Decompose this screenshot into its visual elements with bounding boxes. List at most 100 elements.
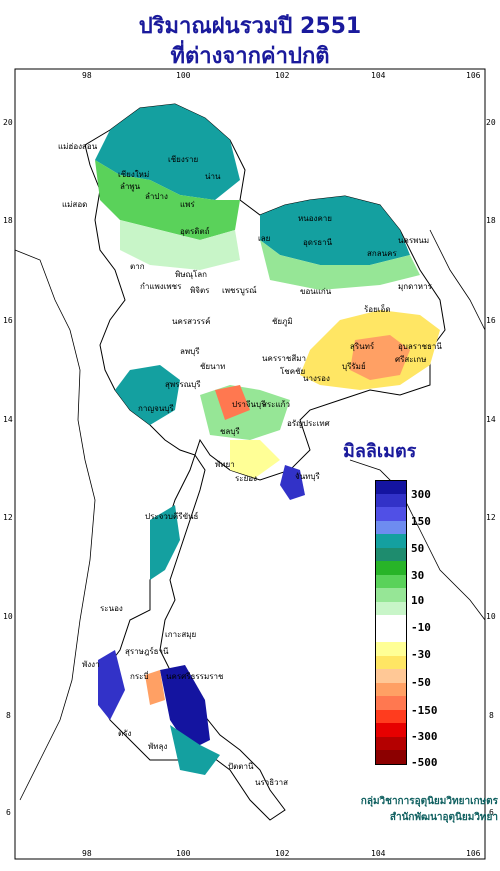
province-label: อุบลราชธานี bbox=[398, 342, 442, 351]
northeast-moderate-rain-area bbox=[260, 240, 420, 290]
legend-label: 30 bbox=[411, 569, 425, 582]
province-label: สุพรรณบุรี bbox=[165, 380, 201, 389]
province-label: กำแพงเพชร bbox=[140, 282, 182, 291]
legend-swatch bbox=[375, 615, 407, 629]
province-label: เชียงราย bbox=[168, 155, 199, 164]
province-label: บุรีรัมย์ bbox=[342, 362, 366, 371]
y-tick: 16 bbox=[486, 316, 496, 325]
central-dry-spot bbox=[215, 385, 250, 420]
x-tick: 106 bbox=[466, 71, 481, 80]
province-label: สุรินทร์ bbox=[350, 342, 375, 351]
northeast-very-dry-area bbox=[350, 335, 410, 380]
x-tick: 98 bbox=[82, 71, 92, 80]
y-tick: 6 bbox=[489, 808, 494, 817]
songkhla-wet-area bbox=[170, 725, 220, 775]
province-label: ระนอง bbox=[100, 604, 123, 613]
x-tick: 102 bbox=[275, 71, 290, 80]
province-label: อรัญประเทศ bbox=[287, 419, 330, 428]
legend-swatch bbox=[375, 723, 407, 737]
province-label: แพร่ bbox=[180, 200, 195, 209]
laos-border-line bbox=[429, 229, 486, 331]
province-label: หนองคาย bbox=[298, 214, 332, 223]
province-label: นครสวรรค์ bbox=[172, 317, 211, 326]
province-label: ชัยภูมิ bbox=[272, 317, 293, 326]
y-tick: 18 bbox=[3, 216, 13, 225]
x-tick: 104 bbox=[371, 849, 386, 858]
legend-swatch bbox=[375, 736, 407, 750]
province-label: นครศรีธรรมราช bbox=[166, 672, 224, 681]
y-tick: 8 bbox=[489, 711, 494, 720]
south-upper-wet-area bbox=[150, 505, 180, 580]
province-label: ลพบุรี bbox=[180, 347, 200, 356]
province-label: เกาะสมุย bbox=[165, 630, 197, 639]
credit-line-2: สำนักพัฒนาอุตุนิยมวิทยา bbox=[389, 812, 498, 823]
province-label: ระยอง bbox=[235, 474, 257, 483]
province-label: ปัตตานี bbox=[228, 762, 254, 771]
legend-swatch bbox=[375, 682, 407, 696]
trat-wet-area bbox=[280, 465, 305, 500]
thailand-map bbox=[84, 103, 446, 821]
province-label: พัทลุง bbox=[148, 742, 168, 751]
province-label: อุดรธานี bbox=[303, 238, 333, 247]
krabi-dry-spot bbox=[145, 670, 165, 705]
province-label: มุกดาหาร bbox=[398, 282, 432, 291]
province-label: สระแก้ว bbox=[262, 400, 290, 409]
credit-line-1: กลุ่มวิชาการอุตุนิยมวิทยาเกษตร bbox=[360, 796, 498, 807]
province-label: พังงา bbox=[82, 660, 100, 669]
legend-swatch bbox=[375, 750, 407, 765]
east-coast-dry-area bbox=[230, 440, 280, 478]
province-label: พิจิตร bbox=[190, 286, 210, 295]
myanmar-border-line bbox=[14, 249, 96, 801]
province-label: แม่สอด bbox=[62, 200, 88, 209]
y-tick: 12 bbox=[486, 513, 496, 522]
legend-swatch bbox=[375, 507, 407, 521]
legend-label: -50 bbox=[411, 676, 431, 689]
province-label: น่าน bbox=[205, 172, 221, 181]
province-label: พัทยา bbox=[215, 460, 235, 469]
province-label: กาญจนบุรี bbox=[138, 404, 174, 413]
y-tick: 10 bbox=[486, 612, 496, 621]
y-tick: 8 bbox=[6, 711, 11, 720]
province-label: นราธิวาส bbox=[255, 778, 289, 787]
legend-label: 150 bbox=[411, 515, 431, 528]
legend-swatch bbox=[375, 534, 407, 548]
legend-swatch bbox=[375, 588, 407, 602]
x-tick: 100 bbox=[176, 71, 191, 80]
nakhon-wet-area bbox=[160, 665, 210, 750]
legend-swatch bbox=[375, 561, 407, 575]
province-label: ศรีสะเกษ bbox=[395, 355, 427, 364]
province-label: พิษณุโลก bbox=[175, 270, 208, 279]
x-tick: 102 bbox=[275, 849, 290, 858]
province-label: จันทบุรี bbox=[295, 472, 320, 481]
x-tick: 100 bbox=[176, 849, 191, 858]
legend-swatch bbox=[375, 628, 407, 642]
province-label: นางรอง bbox=[303, 374, 330, 383]
north-high-rain-area bbox=[95, 104, 240, 200]
x-tick: 106 bbox=[466, 849, 481, 858]
y-tick: 6 bbox=[6, 808, 11, 817]
north-moderate-rain-area bbox=[95, 160, 240, 240]
province-label: ตาก bbox=[130, 262, 145, 271]
phangnga-wet-area bbox=[98, 650, 125, 720]
legend-label: -150 bbox=[411, 704, 438, 717]
y-tick: 10 bbox=[3, 612, 13, 621]
west-high-rain-area bbox=[115, 365, 180, 425]
province-label: ชลบุรี bbox=[220, 427, 240, 436]
map-title: ปริมาณฝนรวมปี 2551 bbox=[138, 14, 362, 39]
legend-swatch bbox=[375, 574, 407, 588]
x-tick: 98 bbox=[82, 849, 92, 858]
province-label: ขอนแก่น bbox=[300, 287, 332, 296]
north-light-rain-area bbox=[120, 220, 240, 270]
legend-label: 300 bbox=[411, 488, 431, 501]
province-label: โชคชัย bbox=[280, 367, 306, 376]
legend-swatch bbox=[375, 480, 407, 495]
province-label: นครราชสีมา bbox=[262, 354, 306, 363]
y-tick: 12 bbox=[3, 513, 13, 522]
legend-label: -300 bbox=[411, 730, 438, 743]
y-tick: 14 bbox=[3, 415, 13, 424]
legend-title: มิลลิเมตร bbox=[343, 441, 417, 462]
legend-swatch bbox=[375, 493, 407, 507]
y-tick: 20 bbox=[486, 118, 496, 127]
legend-label: -10 bbox=[411, 621, 431, 634]
